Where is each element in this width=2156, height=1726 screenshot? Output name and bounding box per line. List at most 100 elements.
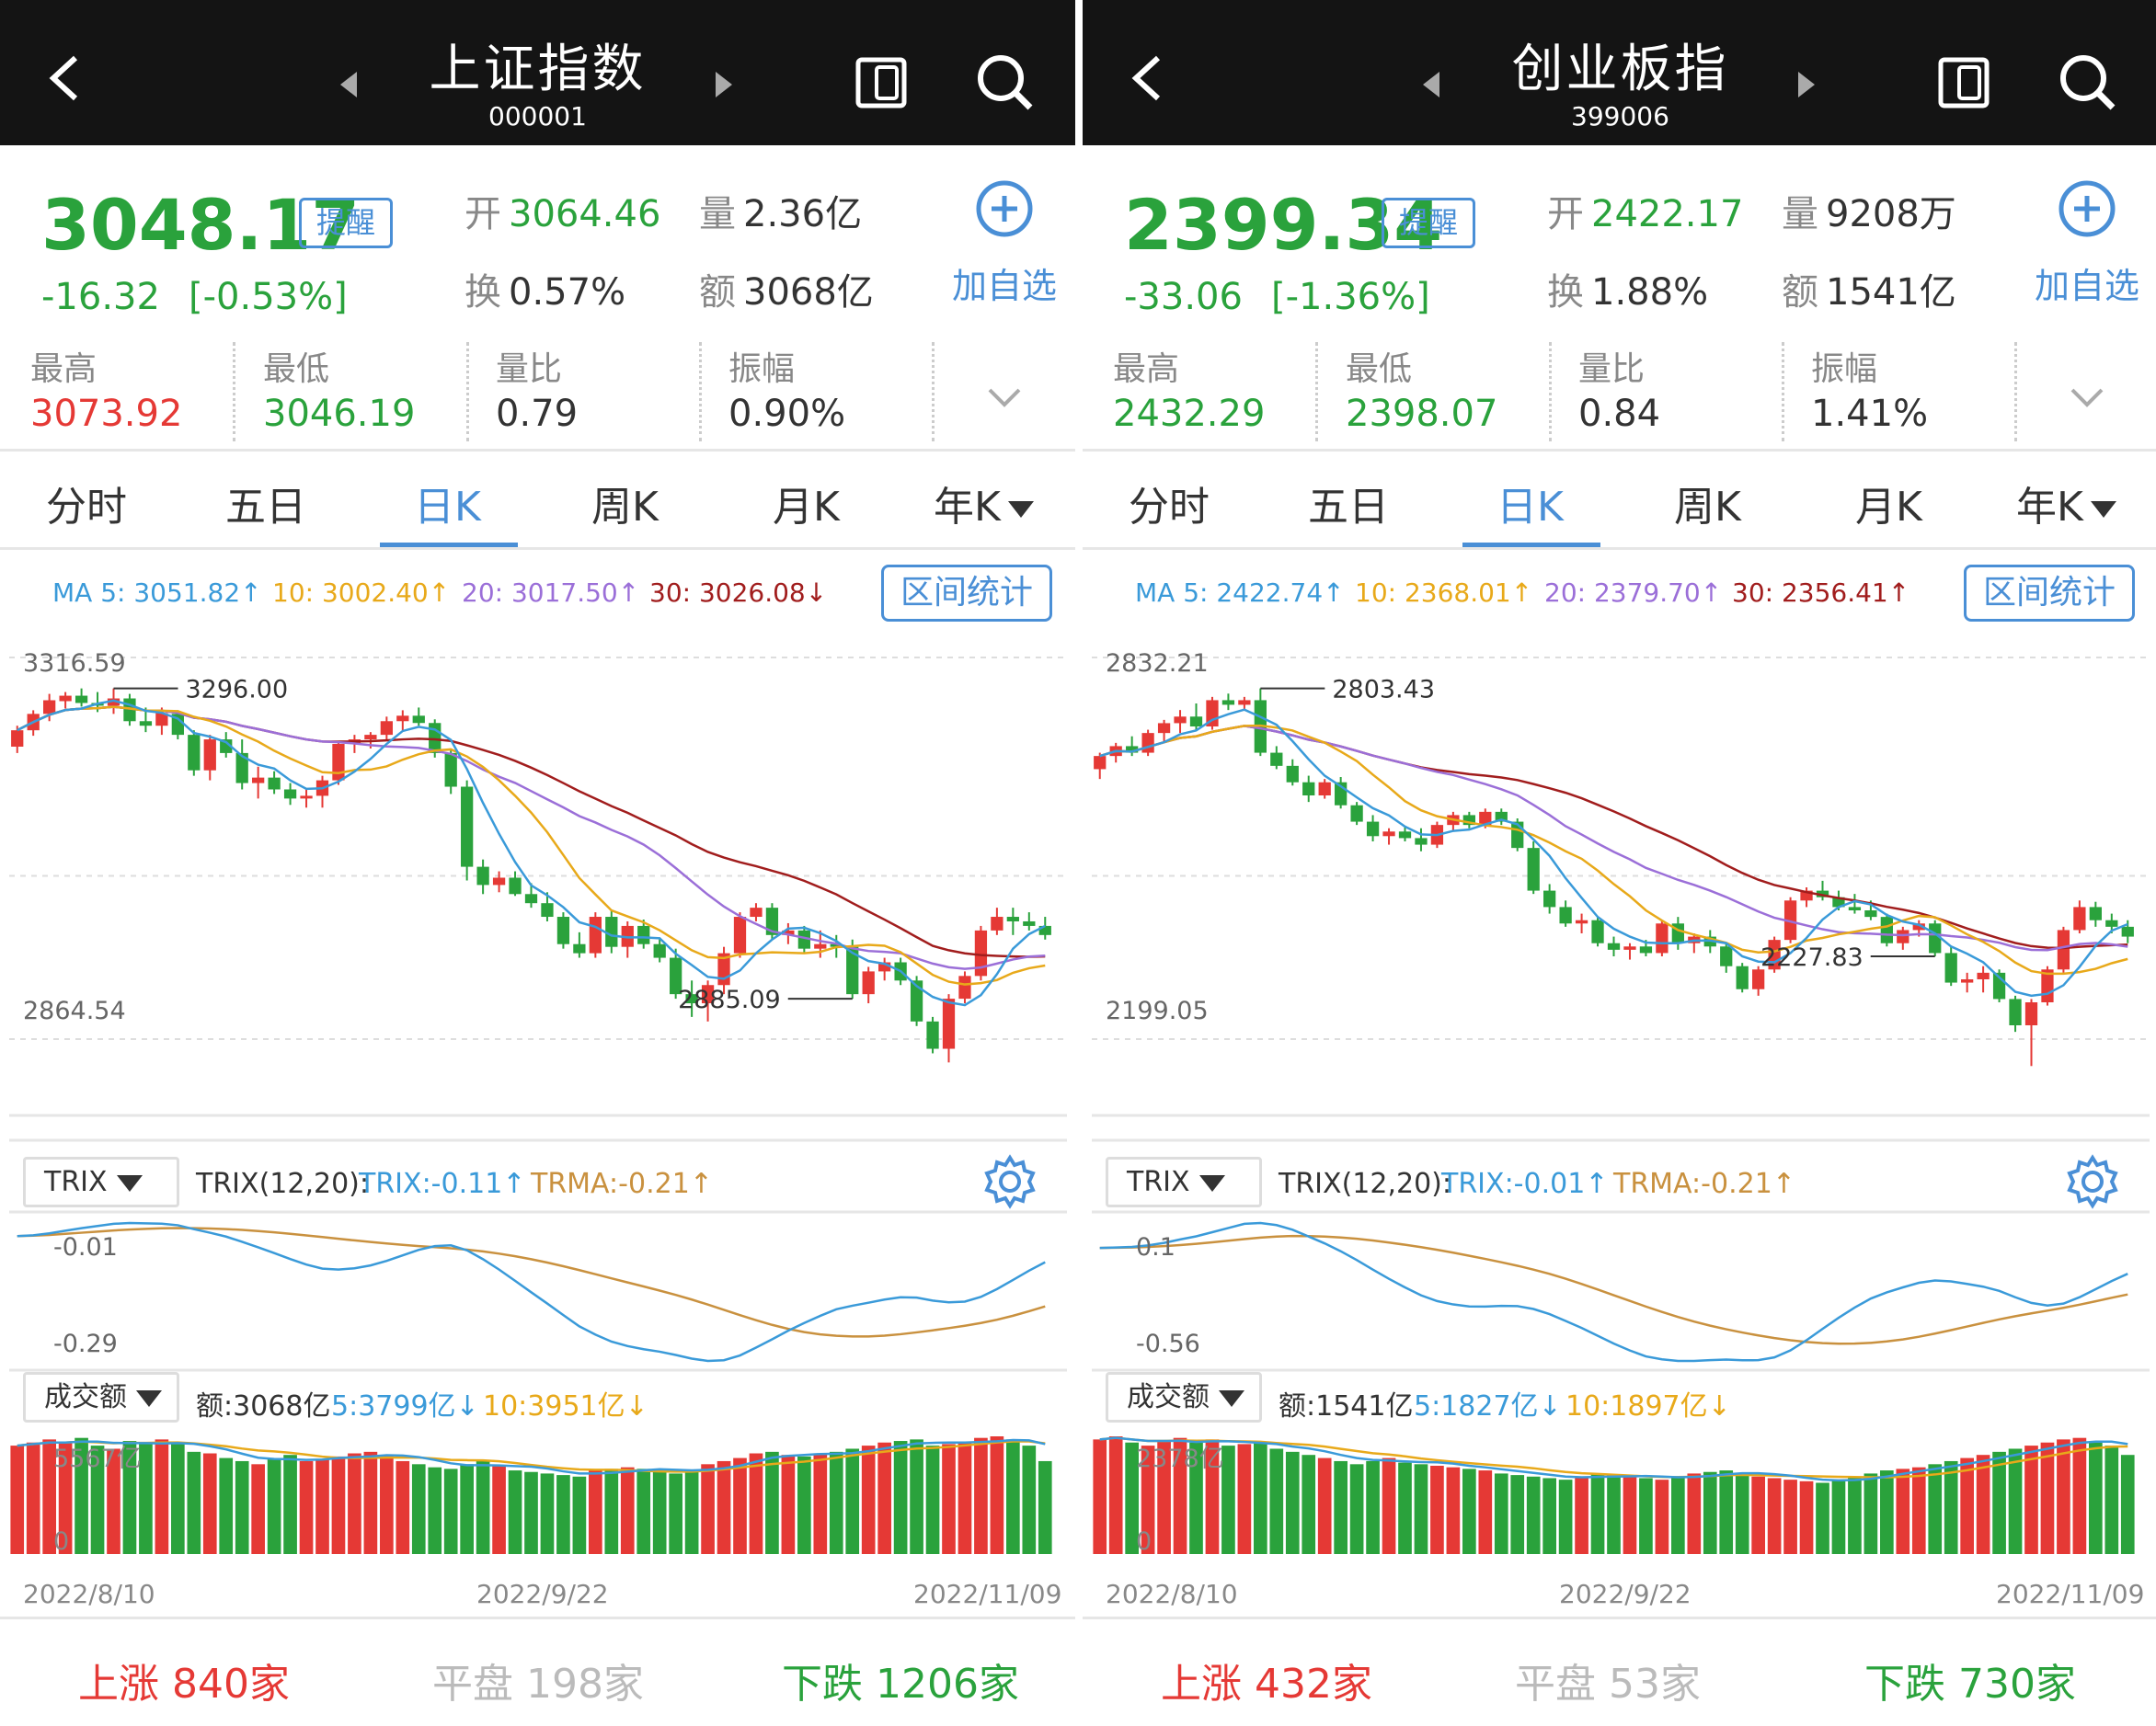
indicator-select[interactable]: TRIX (1106, 1157, 1262, 1207)
prev-index-icon[interactable] (340, 72, 357, 97)
candle (878, 957, 891, 981)
candle (476, 859, 489, 895)
candle-body (492, 877, 506, 886)
candle-body (1656, 923, 1669, 954)
stat-cell: 量比 0.84 (1578, 342, 1808, 443)
ma5-label: MA 5: 3051.82↑ (52, 577, 262, 608)
landscape-toggle-icon[interactable] (1933, 51, 1998, 115)
volume-bar (652, 1470, 667, 1554)
kline-chart[interactable]: 3316.59 2864.54 3296.00 2885.09 -0.01 -0.29 55… (0, 634, 1075, 1563)
search-icon[interactable] (973, 51, 1038, 115)
candle (910, 976, 923, 1026)
candle (605, 910, 618, 954)
candle-body (637, 925, 650, 944)
tab-zhouk[interactable]: 周K (591, 484, 659, 531)
volume-bar (1767, 1478, 1782, 1554)
section-divider (0, 1617, 1075, 1619)
volume-bar (1510, 1475, 1525, 1554)
back-arrow-icon[interactable] (37, 51, 92, 106)
volume-bar (26, 1442, 40, 1554)
chevron-down-icon[interactable] (2067, 377, 2107, 417)
ma5-line (17, 699, 1046, 1007)
panel-divider (1075, 0, 1083, 1726)
dropdown-triangle-icon (116, 1174, 143, 1192)
tab-yuek[interactable]: 月K (1855, 484, 1922, 531)
kline-chart[interactable]: 2832.21 2199.05 2803.43 2227.83 0.1 -0.56 2378… (1083, 634, 2156, 1563)
remind-button[interactable]: 提醒 (1382, 198, 1475, 248)
candle-body (862, 971, 875, 995)
tab-wuri[interactable]: 五日 (1308, 484, 1389, 531)
tab-yuek[interactable]: 月K (773, 484, 840, 531)
add-watchlist-icon[interactable] (2058, 179, 2116, 238)
add-watchlist-icon[interactable] (975, 179, 1034, 238)
candle-body (1832, 897, 1845, 908)
next-index-icon[interactable] (1798, 72, 1815, 97)
candle (991, 908, 1003, 935)
stat-label: 量比 (1578, 350, 1646, 388)
grid-lines (1092, 657, 2150, 1040)
volume-bars (10, 1436, 1052, 1554)
candle (2024, 999, 2038, 1067)
candle-body (1591, 920, 1604, 943)
volume-bar (1783, 1480, 1797, 1554)
volume-bar (781, 1455, 796, 1554)
range-stats-button[interactable]: 区间统计 (881, 565, 1052, 622)
candle-body (171, 714, 184, 736)
candle-body (1495, 811, 1508, 822)
ma30-line (1099, 725, 2128, 950)
tab-rik[interactable]: 日K (414, 484, 481, 531)
volume-bar (974, 1437, 988, 1554)
settings-gear-icon[interactable] (982, 1154, 1038, 1209)
prev-index-icon[interactable] (1423, 72, 1439, 97)
stat-value: 0.79 (496, 393, 579, 435)
candle (750, 903, 763, 921)
volume-top-label: 5567亿 (53, 1445, 142, 1473)
add-watchlist-label[interactable]: 加自选 (952, 266, 1058, 306)
back-arrow-icon[interactable] (1119, 51, 1175, 106)
volume-bar (1864, 1473, 1878, 1554)
next-index-icon[interactable] (716, 72, 732, 97)
change-value: -16.32 (41, 276, 160, 318)
tab-fenshi[interactable]: 分时 (1129, 484, 1210, 531)
candle-body (670, 957, 682, 995)
candle-body (1897, 930, 1909, 943)
tab-niank[interactable]: 年K (2016, 474, 2116, 532)
tab-rik[interactable]: 日K (1497, 484, 1564, 531)
volume-indicator-select[interactable]: 成交额 (23, 1372, 179, 1423)
volume-bar (315, 1459, 329, 1554)
landscape-toggle-icon[interactable] (851, 51, 915, 115)
search-icon[interactable] (2056, 51, 2120, 115)
range-stats-button[interactable]: 区间统计 (1964, 565, 2135, 622)
candle-body (444, 752, 457, 787)
settings-gear-icon[interactable] (2065, 1154, 2120, 1209)
volume-bar (1831, 1480, 1846, 1554)
volume-bar (1205, 1439, 1220, 1554)
candle (1126, 736, 1139, 757)
candle (1335, 777, 1348, 809)
tab-wuri[interactable]: 五日 (225, 484, 306, 531)
remind-button[interactable]: 提醒 (299, 198, 393, 248)
candle (942, 994, 956, 1063)
volume-indicator-select[interactable]: 成交额 (1106, 1372, 1262, 1423)
volume-bar (1960, 1457, 1974, 1554)
trix-top-label: 0.1 (1136, 1233, 1175, 1262)
chevron-down-icon[interactable] (984, 377, 1025, 417)
candle (2009, 995, 2022, 1033)
tab-fenshi[interactable]: 分时 (46, 484, 127, 531)
candle-body (878, 962, 891, 972)
volume-bar (717, 1460, 731, 1554)
tab-zhouk[interactable]: 周K (1674, 484, 1741, 531)
candle (1944, 946, 1957, 987)
candle (283, 783, 297, 806)
candle (524, 883, 538, 909)
candle-body (1174, 716, 1187, 724)
candle (1270, 746, 1283, 770)
add-watchlist-label[interactable]: 加自选 (2035, 266, 2140, 306)
volume-bar (2089, 1442, 2103, 1554)
candle-body (1038, 925, 1051, 935)
volume-bar (925, 1446, 940, 1554)
indicator-select[interactable]: TRIX (23, 1157, 179, 1207)
candle-body (1559, 907, 1572, 924)
tab-niank[interactable]: 年K (934, 474, 1034, 532)
volume-bar (765, 1451, 779, 1554)
